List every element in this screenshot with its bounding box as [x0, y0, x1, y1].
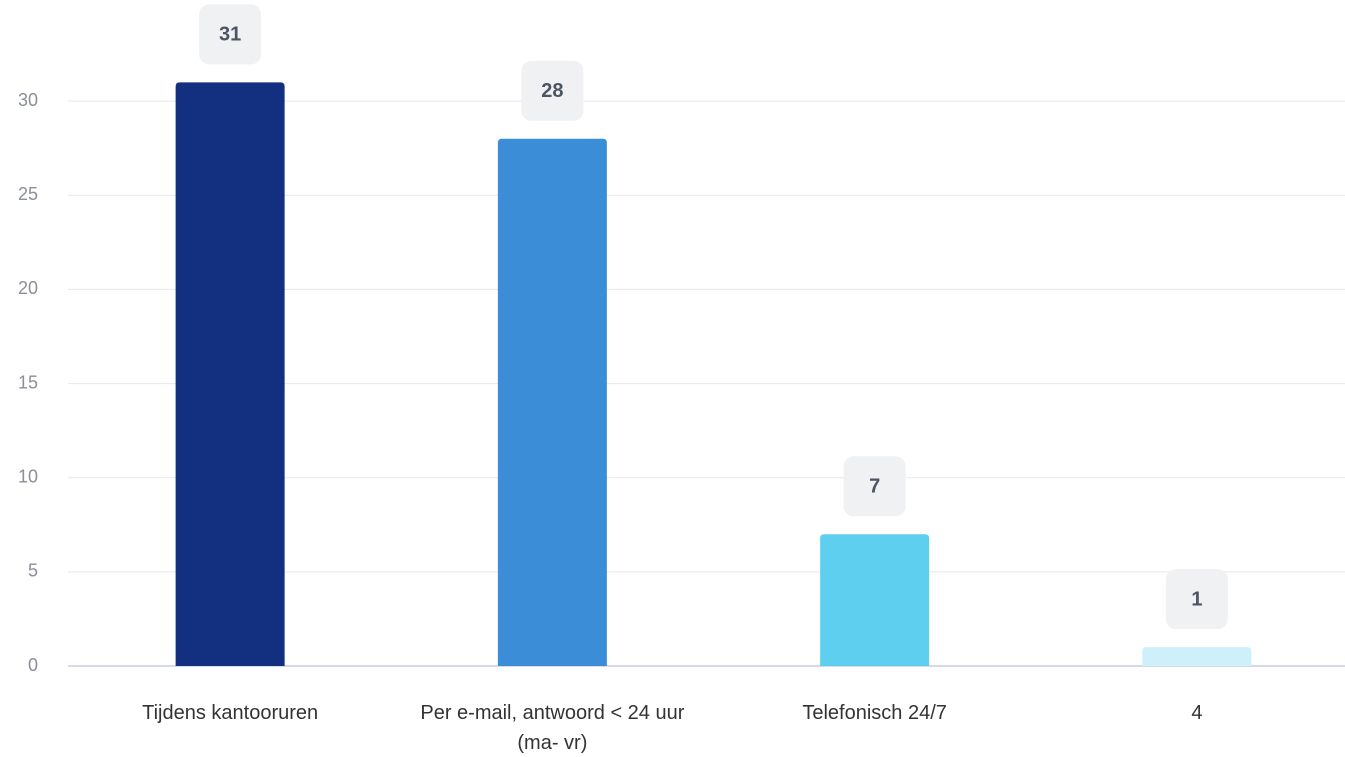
bar	[497, 138, 607, 667]
bar	[1142, 647, 1252, 666]
x-tick-label: Tijdens kantooruren	[142, 702, 319, 724]
bar	[820, 534, 930, 666]
bar	[175, 82, 285, 667]
y-tick-label: 20	[18, 278, 38, 298]
value-label: 1	[1191, 588, 1202, 610]
value-label: 31	[219, 24, 241, 46]
y-tick-label: 25	[18, 184, 38, 204]
value-label: 7	[869, 475, 880, 497]
y-tick-label: 30	[18, 90, 38, 110]
value-label-box	[199, 4, 262, 65]
y-tick-label: 15	[18, 372, 38, 392]
value-label-box	[1165, 569, 1228, 630]
value-label-box	[521, 60, 584, 121]
value-label: 28	[541, 80, 563, 102]
y-tick-label: 0	[28, 655, 38, 675]
y-tick-label: 5	[28, 561, 38, 581]
value-label-box	[843, 456, 906, 517]
x-tick-label: Per e-mail, antwoord < 24 uur (ma- vr)	[420, 702, 685, 754]
y-tick-label: 10	[18, 466, 38, 486]
x-tick-label: Telefonisch 24/7	[802, 702, 947, 724]
x-tick-label: 4	[1191, 702, 1203, 724]
